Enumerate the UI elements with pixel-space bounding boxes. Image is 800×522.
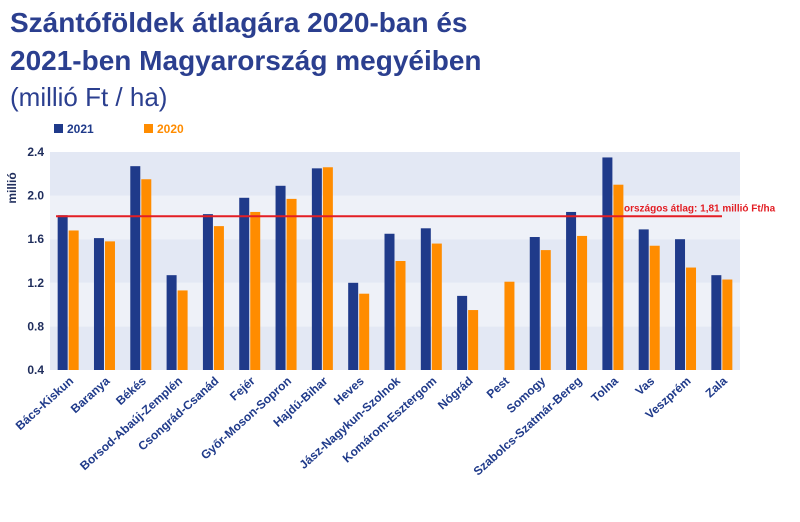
bar-2021-Baranya: Baranya 2021: 1.61	[93, 238, 104, 370]
chart-title-line-2: 2021-ben Magyarország megyéiben	[10, 45, 482, 76]
bar-2020-Csongrád-Csanád: Csongrád-Csanád 2020: 1.72	[213, 226, 224, 370]
bar-2021-Békés: Békés 2021: 2.27	[130, 166, 141, 370]
bar-2021-Veszprém: Veszprém 2021: 1.6	[675, 239, 686, 370]
bar-2020-Békés: Békés 2020: 2.15	[141, 179, 152, 370]
category-label: Tolna	[588, 374, 621, 405]
category-label: Vas	[632, 374, 657, 398]
legend-label-2021: 2021	[67, 122, 94, 136]
bar-2021-Borsod-Abaúj-Zemplén: Borsod-Abaúj-Zemplén 2021: 1.27	[166, 275, 177, 370]
bar-2020-Veszprém: Veszprém 2020: 1.34	[686, 267, 697, 370]
national-average-label: országos átlag: 1,81 millió Ft/ha	[624, 203, 776, 214]
bar-2020-Jász-Nagykun-Szolnok: Jász-Nagykun-Szolnok 2020: 1.4	[395, 261, 406, 370]
grid-band	[50, 195, 740, 240]
bar-2020-Nógrád: Nógrád 2020: 0.95	[468, 310, 479, 370]
category-label: Nógrád	[435, 374, 476, 413]
category-label: Zala	[703, 374, 730, 401]
chart-title-line-1: Szántóföldek átlagára 2020-ban és	[10, 7, 468, 38]
bar-2020-Somogy: Somogy 2020: 1.5	[540, 250, 551, 370]
grid-band	[50, 282, 740, 327]
grid-band	[50, 152, 740, 196]
bar-2020-Zala: Zala 2020: 1.23	[722, 279, 733, 370]
bar-2021-Szabolcs-Szatmár-Bereg: Szabolcs-Szatmár-Bereg 2021: 1.85	[566, 211, 577, 370]
y-axis-ticks: 0.4 0.8 1.2 1.6 2.0 2.4	[27, 145, 44, 377]
bar-2021-Tolna: Tolna 2021: 2.35	[602, 157, 613, 370]
legend-swatch-2021	[54, 124, 63, 133]
bar-2020-Pest: Pest 2020: 1.21	[504, 281, 515, 370]
bar-2020-Fejér: Fejér 2020: 1.85	[250, 211, 261, 370]
bar-2020-Szabolcs-Szatmár-Bereg: Szabolcs-Szatmár-Bereg 2020: 1.63	[577, 235, 588, 370]
bar-2020-Bács-Kiskun: Bács-Kiskun 2020: 1.68	[68, 230, 79, 370]
category-label: Bács-Kiskun	[13, 374, 76, 433]
y-tick-label: 0.4	[27, 363, 44, 377]
reference-line-group: országos átlag: 1,81 millió Ft/ha	[56, 203, 776, 218]
category-label: Fejér	[227, 374, 258, 404]
bar-2021-Somogy: Somogy 2021: 1.62	[529, 237, 540, 370]
y-tick-label: 2.0	[27, 189, 44, 203]
bar-2020-Baranya: Baranya 2020: 1.58	[104, 241, 115, 370]
bar-2021-Bács-Kiskun: Bács-Kiskun 2021: 1.82	[57, 215, 68, 370]
bar-2021-Fejér: Fejér 2021: 1.98	[239, 197, 250, 370]
y-tick-label: 1.2	[27, 276, 44, 290]
bar-2020-Heves: Heves 2020: 1.1	[359, 293, 370, 370]
legend: 2021 2020	[54, 122, 184, 136]
grid-band	[50, 239, 740, 283]
bars-group: Bács-Kiskun 2021: 1.82Bács-Kiskun 2020: …	[57, 157, 733, 370]
grid-bands	[50, 152, 740, 370]
legend-label-2020: 2020	[157, 122, 184, 136]
grid-band	[50, 326, 740, 370]
chart-subtitle: (millió Ft / ha)	[10, 82, 168, 112]
y-tick-label: 0.8	[27, 319, 44, 333]
bar-2021-Komárom-Esztergom: Komárom-Esztergom 2021: 1.7	[420, 228, 431, 370]
bar-2020-Borsod-Abaúj-Zemplén: Borsod-Abaúj-Zemplén 2020: 1.13	[177, 290, 188, 370]
bar-2021-Hajdú-Bihar: Hajdú-Bihar 2021: 2.25	[311, 168, 322, 370]
category-label: Pest	[484, 374, 512, 401]
bar-2020-Hajdú-Bihar: Hajdú-Bihar 2020: 2.26	[322, 167, 333, 370]
y-axis-label: millió	[5, 172, 19, 203]
bar-2020-Győr-Moson-Sopron: Győr-Moson-Sopron 2020: 1.97	[286, 198, 297, 370]
y-tick-label: 2.4	[27, 145, 44, 159]
category-label: Baranya	[68, 374, 113, 416]
y-tick-label: 1.6	[27, 232, 44, 246]
bar-2021-Vas: Vas 2021: 1.69	[638, 229, 649, 370]
title-block: Szántóföldek átlagára 2020-ban és 2021-b…	[10, 4, 790, 114]
legend-swatch-2020	[144, 124, 153, 133]
bar-2021-Heves: Heves 2021: 1.2	[348, 282, 359, 370]
bar-2021-Csongrád-Csanád: Csongrád-Csanád 2021: 1.83	[202, 214, 213, 370]
bar-2021-Zala: Zala 2021: 1.27	[711, 275, 722, 370]
bar-2021-Jász-Nagykun-Szolnok: Jász-Nagykun-Szolnok 2021: 1.65	[384, 233, 395, 370]
bar-2021-Nógrád: Nógrád 2021: 1.08	[457, 295, 468, 370]
bar-2020-Vas: Vas 2020: 1.54	[649, 245, 660, 370]
bar-2021-Győr-Moson-Sopron: Győr-Moson-Sopron 2021: 2.09	[275, 185, 286, 370]
bar-2020-Tolna: Tolna 2020: 2.1	[613, 184, 624, 370]
bar-2020-Komárom-Esztergom: Komárom-Esztergom 2020: 1.56	[431, 243, 442, 370]
